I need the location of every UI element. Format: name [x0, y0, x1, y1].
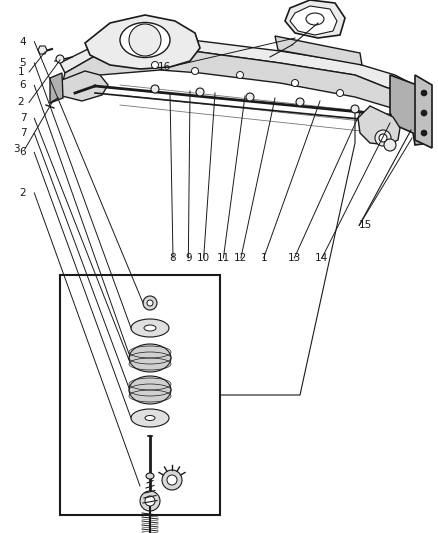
Ellipse shape [306, 13, 324, 25]
Circle shape [421, 110, 427, 116]
Circle shape [147, 300, 153, 306]
Text: 16: 16 [158, 62, 171, 71]
Circle shape [379, 134, 387, 142]
Text: 4: 4 [20, 37, 26, 46]
Text: 2: 2 [18, 98, 24, 107]
Text: 10: 10 [197, 253, 210, 263]
Polygon shape [50, 73, 63, 103]
Circle shape [351, 105, 359, 113]
Polygon shape [275, 36, 362, 65]
Text: 3: 3 [13, 144, 20, 154]
Bar [60, 275, 220, 515]
Circle shape [421, 90, 427, 96]
Text: 7: 7 [20, 128, 26, 138]
Text: 6: 6 [20, 148, 26, 157]
Ellipse shape [145, 416, 155, 421]
Circle shape [143, 296, 157, 310]
Polygon shape [358, 106, 400, 145]
Text: 5: 5 [20, 58, 26, 68]
Ellipse shape [120, 22, 170, 58]
Circle shape [167, 475, 177, 485]
Text: 13: 13 [288, 253, 301, 263]
Polygon shape [60, 49, 420, 122]
Text: 1: 1 [260, 253, 267, 263]
Circle shape [152, 61, 159, 69]
Ellipse shape [146, 473, 154, 479]
Text: 7: 7 [20, 114, 26, 123]
Text: 12: 12 [234, 253, 247, 263]
Circle shape [421, 130, 427, 136]
Circle shape [336, 90, 343, 96]
Polygon shape [38, 46, 47, 54]
Ellipse shape [131, 319, 169, 337]
Circle shape [375, 130, 391, 146]
Ellipse shape [144, 325, 156, 331]
Ellipse shape [131, 409, 169, 427]
Text: 14: 14 [315, 253, 328, 263]
Circle shape [129, 24, 161, 56]
Ellipse shape [129, 344, 171, 372]
Circle shape [237, 71, 244, 78]
Polygon shape [390, 75, 430, 145]
Circle shape [145, 496, 155, 506]
Text: 15: 15 [359, 221, 372, 230]
Polygon shape [56, 71, 108, 101]
Text: 8: 8 [170, 253, 177, 263]
Text: 9: 9 [185, 253, 192, 263]
Circle shape [196, 88, 204, 96]
Text: 11: 11 [217, 253, 230, 263]
Circle shape [162, 470, 182, 490]
Circle shape [296, 98, 304, 106]
Polygon shape [285, 0, 345, 38]
Polygon shape [290, 6, 337, 35]
Ellipse shape [129, 376, 171, 404]
Circle shape [292, 79, 299, 86]
Circle shape [384, 139, 396, 151]
Polygon shape [415, 75, 432, 148]
Circle shape [246, 93, 254, 101]
Text: 6: 6 [20, 80, 26, 90]
Circle shape [191, 68, 198, 75]
Text: 1: 1 [18, 67, 24, 77]
Circle shape [56, 55, 64, 63]
Text: 2: 2 [20, 188, 26, 198]
Circle shape [151, 85, 159, 93]
Circle shape [140, 491, 160, 511]
Polygon shape [85, 15, 200, 69]
Polygon shape [60, 38, 420, 98]
